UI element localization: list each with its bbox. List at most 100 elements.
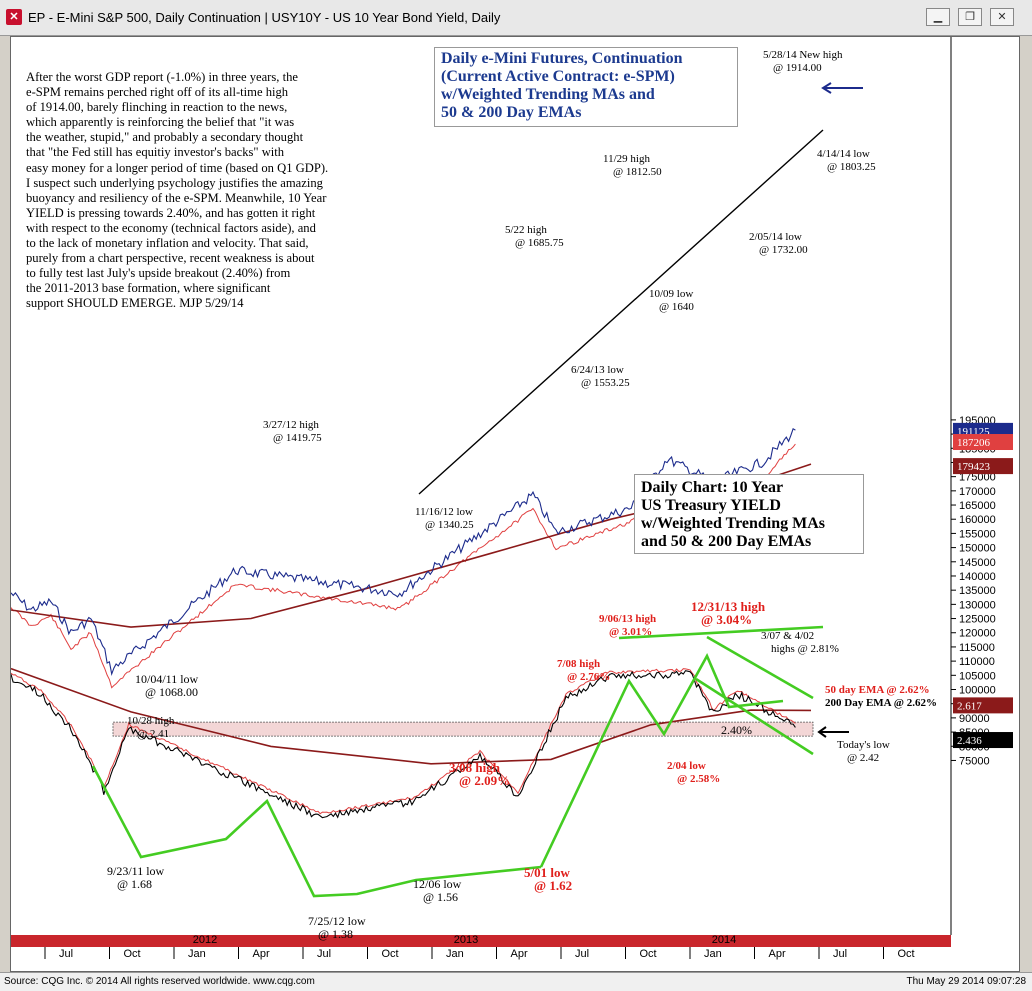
x-year-label: 2014 (712, 934, 736, 946)
close-button[interactable]: ✕ (990, 8, 1014, 26)
annot-yield-2-04-low-value: @ 2.58% (677, 773, 720, 785)
annot-yield-3-07-4-02-highs-value: highs @ 2.81% (771, 643, 839, 655)
yield-chart-title-box: Daily Chart: 10 Year US Treasury YIELD w… (634, 474, 864, 554)
source-credit: Source: CQG Inc. © 2014 All rights reser… (4, 976, 315, 987)
annot-spx-11-29-high: 11/29 high (603, 153, 650, 165)
yield-pattern-line (706, 635, 814, 700)
annot-spx-6-24-13-low: 6/24/13 low (571, 364, 624, 376)
annot-yield-10-28-high-value: @ 2.41 (137, 728, 169, 740)
annot-yield-5-01-low: 5/01 low (524, 865, 570, 880)
yield-last-price-label-bg (953, 732, 1013, 749)
axis-layer: 7500080000850009000095000100000105000110… (11, 37, 1013, 973)
x-month-label: Jan (704, 948, 722, 960)
annotation-layer: 2.40%10/04/11 low@ 1068.003/27/12 high@ … (107, 49, 937, 941)
commentary-line: I suspect such underlying psychology jus… (26, 175, 323, 190)
spx-title-line: (Current Active Contract: e-SPM) (441, 68, 675, 85)
annot-spx-4-14-14-low-value: @ 1803.25 (827, 161, 876, 173)
y-tick-label: 90000 (959, 713, 990, 725)
y-tick-label: 75000 (959, 755, 990, 767)
x-month-label: Jan (446, 948, 464, 960)
annot-spx-3-27-12-high: 3/27/12 high (263, 419, 319, 431)
window-title: EP - E-Mini S&P 500, Daily Continuation … (28, 10, 501, 25)
annot-spx-3-27-12-high-value: @ 1419.75 (273, 432, 322, 444)
annot-yield-7-08-high: 7/08 high (557, 658, 600, 670)
annot-yield-7-25-12-low: 7/25/12 low (308, 914, 366, 928)
annot-spx-5-28-14-new-high: 5/28/14 New high (763, 49, 843, 61)
yield-title-line: w/Weighted Trending MAs (641, 515, 826, 532)
annot-spx-6-24-13-low-value: @ 1553.25 (581, 377, 630, 389)
yield-ema200-line (10, 667, 812, 765)
annot-spx-11-29-high-value: @ 1812.50 (613, 166, 662, 178)
spx-ema200-price-label-bg (953, 458, 1013, 475)
annot-yield-9-23-11-low: 9/23/11 low (107, 864, 165, 878)
x-month-label: Jul (575, 948, 589, 960)
annot-yield-12-06-low: 12/06 low (413, 877, 462, 891)
commentary-line: to the lack of monetary inflation and ve… (26, 236, 309, 251)
annot-yield-12-06-low-value: @ 1.56 (423, 890, 458, 904)
y-tick-label: 120000 (959, 628, 996, 640)
x-month-label: Jul (59, 948, 73, 960)
pattern-layer (91, 625, 824, 898)
annot-spx-11-16-12-low: 11/16/12 low (415, 506, 473, 518)
commentary-line: which apparently is reinforcing the beli… (26, 115, 295, 130)
y-tick-label: 155000 (959, 528, 996, 540)
yield-pattern-line (695, 677, 814, 756)
annot-yield-9-23-11-low-value: @ 1.68 (117, 877, 152, 891)
yield-title-line: and 50 & 200 Day EMAs (641, 533, 812, 550)
annot-yield-10-28-high: 10/28 high (127, 715, 175, 727)
x-month-label: Oct (382, 948, 399, 960)
spx-title-line: w/Weighted Trending MAs and (441, 86, 655, 103)
spx-chart-title-box: Daily e-Mini Futures, Continuation (Curr… (434, 47, 738, 127)
commentary-line: After the worst GDP report (-1.0%) in th… (26, 70, 298, 84)
yield-pattern-line (539, 653, 784, 868)
annot-yield-9-06-13-high: 9/06/13 high (599, 613, 656, 625)
annot-spx-2-05-14-low-value: @ 1732.00 (759, 244, 808, 256)
x-month-label: Oct (898, 948, 915, 960)
yield-title-line: US Treasury YIELD (641, 497, 781, 514)
todays-low-arrow (817, 726, 849, 738)
x-month-label: Jul (833, 948, 847, 960)
y-tick-label: 170000 (959, 486, 996, 498)
annot-spx-2-05-14-low: 2/05/14 low (749, 231, 802, 243)
yield-pattern-line (618, 625, 824, 640)
y-tick-label: 175000 (959, 472, 996, 484)
annot-yield-12-31-13-high: 12/31/13 high (691, 599, 766, 614)
commentary-line: the 2011-2013 base formation, where sign… (26, 281, 271, 296)
price-layer (10, 427, 796, 819)
x-axis-band (11, 935, 951, 947)
minimize-button[interactable]: ▁ (926, 8, 950, 26)
x-axis-label-band (11, 947, 951, 973)
x-month-label: Apr (511, 948, 528, 960)
annot-yield-ema50-label: 50 day EMA @ 2.62% (825, 684, 930, 696)
annot-yield-12-31-13-high-value: @ 3.04% (701, 612, 752, 627)
cqg-app-icon: ✕ (6, 9, 22, 25)
annot-yield-7-25-12-low-value: @ 1.38 (318, 927, 353, 941)
commentary-line: e-SPM remains perched right off of its a… (26, 85, 289, 100)
annot-yield-todays-low: Today's low (837, 739, 890, 751)
annot-spx-5-22-high: 5/22 high (505, 224, 547, 236)
commentary-line: the weather, stupid," and probably a sec… (26, 130, 304, 145)
annot-yield-5-01-low-value: @ 1.62 (534, 878, 572, 893)
chart-svg: 7500080000850009000095000100000105000110… (10, 37, 1013, 973)
annot-yield-2-04-low: 2/04 low (667, 760, 706, 772)
commentary-line: that "the Fed still has equitiy investor… (26, 145, 285, 160)
y-tick-label: 100000 (959, 685, 996, 697)
spx-title-line: Daily e-Mini Futures, Continuation (441, 50, 683, 67)
annot-yield-7-08-high-value: @ 2.76% (567, 671, 610, 683)
spx-trendline (418, 129, 824, 495)
new-high-arrow (821, 82, 863, 94)
yield-ema50-line (10, 668, 796, 815)
yield-title-line: Daily Chart: 10 Year (641, 479, 784, 496)
commentary-line: easy money for a longer period of time (… (26, 160, 329, 175)
y-tick-label: 110000 (959, 656, 995, 668)
annot-spx-10-09-low-value: @ 1640 (659, 301, 694, 313)
y-tick-label: 105000 (959, 670, 996, 682)
yield-last-price-label: 2.436 (957, 735, 982, 747)
annot-spx-10-04-11-low: 10/04/11 low (135, 672, 199, 686)
commentary-line: YIELD is pressing towards 2.40%, and has… (26, 205, 316, 220)
restore-button[interactable]: ❐ (958, 8, 982, 26)
spx-price-line (10, 427, 796, 677)
timestamp: Thu May 29 2014 09:07:28 (906, 976, 1026, 987)
annot-yield-9-06-13-high-value: @ 3.01% (609, 626, 652, 638)
annot-spx-11-16-12-low-value: @ 1340.25 (425, 519, 474, 531)
